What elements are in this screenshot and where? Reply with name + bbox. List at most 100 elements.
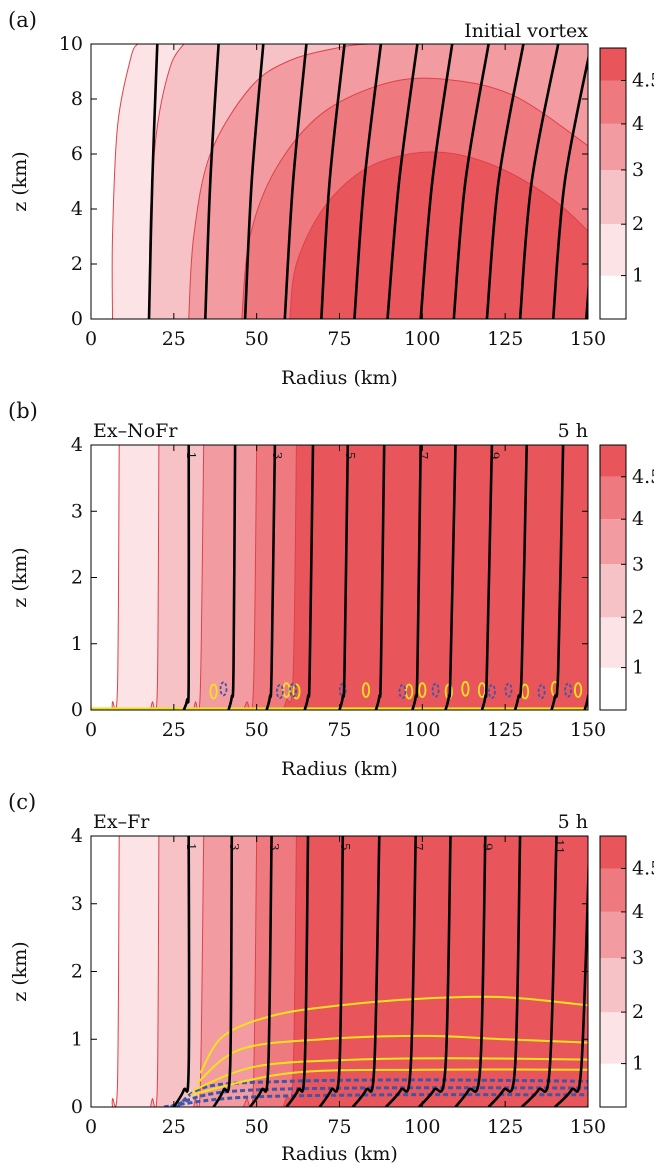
- panel-b-plot-area: [91, 445, 588, 710]
- yellow-perturbation: [209, 683, 218, 700]
- fill-edge-1: [111, 445, 120, 710]
- y-tick-label: 3: [71, 893, 83, 915]
- blue-perturbation: [564, 682, 572, 698]
- colorbar-segment: [600, 80, 626, 124]
- colorbar-segment: [600, 667, 626, 710]
- colorbar-tick-label: 3: [632, 947, 644, 969]
- contour-line: [518, 44, 560, 319]
- x-tick-label: 75: [327, 328, 351, 350]
- contour-line: [551, 53, 588, 319]
- colorbar-segment: [600, 617, 626, 668]
- x-tick-label: 50: [245, 1116, 269, 1138]
- yellow-contour: [193, 1057, 588, 1092]
- colorbar-tick-label: 4: [632, 508, 644, 530]
- yellow-contour: [199, 995, 588, 1074]
- colorbar-tick-label: 1: [632, 657, 644, 679]
- contour-label: 5: [338, 843, 352, 851]
- y-tick-label: 2: [71, 567, 83, 589]
- yellow-perturbation: [573, 682, 583, 698]
- contour-label: 1: [184, 843, 198, 851]
- contour-line: [227, 445, 237, 710]
- panel-b-filled-contours: [91, 445, 588, 710]
- contour-line: [351, 836, 381, 1107]
- panel-c-title-right: 5 h: [558, 811, 588, 833]
- panel-b-x-ticks: 0 25 50 75 100 125 150: [85, 445, 606, 741]
- y-tick-label: 1: [71, 1028, 83, 1050]
- contour-line: [452, 44, 490, 319]
- contour-label: 3: [267, 843, 281, 851]
- blue-perturbation: [487, 684, 496, 699]
- colorbar-segment: [600, 476, 626, 520]
- panel-c-letter: (c): [8, 790, 36, 814]
- panel-b-letter: (b): [8, 399, 38, 423]
- panel-a: (a) Initial vortex 0 25 50 75 100 125 150 0 2 4 6…: [8, 8, 654, 389]
- blue-perturbation: [504, 682, 513, 698]
- colorbar-segment: [600, 169, 626, 225]
- contour-line: [204, 44, 220, 319]
- x-tick-label: 125: [487, 328, 523, 350]
- y-tick-label: 0: [71, 308, 83, 330]
- colorbar-segment: [600, 224, 626, 276]
- colorbar-segment: [600, 836, 626, 869]
- contour-line: [182, 445, 191, 710]
- yellow-perturbation: [361, 682, 371, 698]
- colorbar-segment: [600, 911, 626, 958]
- fill-edge-3: [193, 445, 205, 710]
- contour-line: [444, 445, 457, 710]
- colorbar-segment: [600, 445, 626, 477]
- panel-c-y-ticks: 0 1 2 3 4: [71, 825, 588, 1118]
- contour-line: [487, 836, 522, 1107]
- y-tick-label: 3: [71, 500, 83, 522]
- colorbar-segment: [600, 958, 626, 1013]
- panel-b-title-right: 5 h: [558, 420, 588, 442]
- contour-line: [338, 445, 350, 710]
- contour-line: [374, 445, 386, 710]
- contour-line: [419, 44, 454, 319]
- panel-b-y-ticks: 0 1 2 3 4: [71, 434, 588, 721]
- fill-edge-4.5: [282, 836, 297, 1107]
- x-tick-label: 50: [245, 328, 269, 350]
- panel-c-contour-labels: 1 3 3 5 7 9 11: [184, 839, 566, 854]
- colorbar-segment: [600, 564, 626, 618]
- panel-c-colorbar: 1 2 3 4 4.5: [599, 835, 654, 1108]
- colorbar-segment: [600, 275, 626, 319]
- contour-line: [386, 44, 419, 319]
- fill-edge-3: [188, 44, 370, 319]
- panel-a-letter: (a): [8, 8, 37, 32]
- panel-c-x-ticks: 0 25 50 75 100 125 150: [85, 836, 606, 1138]
- contour-label: 3: [270, 452, 284, 460]
- colorbar-segment: [600, 868, 626, 912]
- y-tick-label: 0: [71, 699, 83, 721]
- contour-line: [485, 44, 525, 319]
- colorbar-tick-label: 1: [632, 1053, 644, 1075]
- contour-line: [212, 836, 234, 1107]
- contour-line: [147, 44, 159, 319]
- colorbar-segment: [600, 1063, 626, 1107]
- panel-a-contour-lines: [147, 44, 588, 319]
- contour-label: 9: [487, 452, 501, 460]
- blue-dashed-contour: [163, 1093, 588, 1107]
- fill-edge-1: [111, 44, 138, 319]
- colorbar-frame: [599, 835, 627, 1108]
- panel-c-x-axis-label: Radius (km): [281, 1143, 398, 1165]
- colorbar-tick-label: 4.5: [632, 466, 654, 488]
- colorbar-tick-label: 2: [632, 1001, 644, 1023]
- panel-b-title-left: Ex–NoFr: [93, 420, 178, 442]
- panel-b-y-axis-label: z (km): [9, 547, 31, 607]
- colorbar-tick-label: 2: [632, 606, 644, 628]
- x-tick-label: 0: [85, 1116, 97, 1138]
- fill-edge-4: [242, 445, 258, 710]
- contour-line: [520, 836, 558, 1107]
- contour-line: [353, 44, 383, 319]
- contour-label: 7: [416, 452, 430, 460]
- x-tick-label: 0: [85, 328, 97, 350]
- contour-line: [384, 836, 417, 1107]
- colorbar-tick-label: 4: [632, 901, 644, 923]
- fill-level-4.5: [283, 445, 588, 710]
- contour-line: [265, 445, 277, 710]
- fill-edge-2: [150, 836, 160, 1107]
- panel-b-contour-lines: [182, 445, 588, 710]
- colorbar-tick-label: 4.5: [632, 858, 654, 880]
- colorbar-tick-label: 1: [632, 265, 644, 287]
